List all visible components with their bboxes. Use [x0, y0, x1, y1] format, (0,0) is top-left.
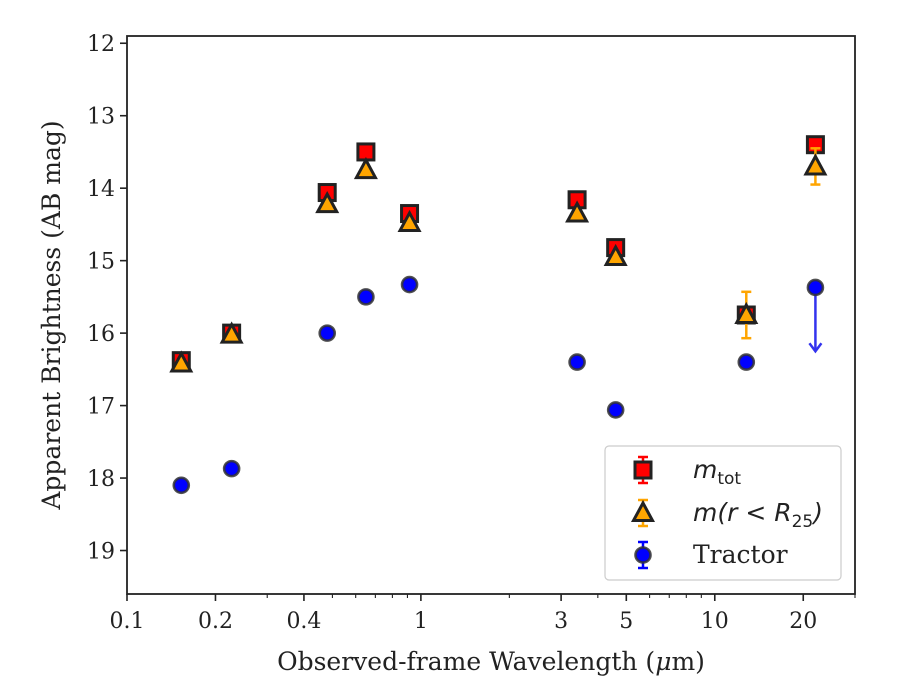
- tractor-point: [806, 278, 825, 297]
- y-tick-label: 12: [87, 32, 115, 57]
- tractor-point: [606, 401, 625, 419]
- mr25-point: [565, 200, 590, 223]
- legend-marker-shape: [633, 460, 653, 480]
- mr25-point: [603, 243, 628, 267]
- legend-box: [604, 445, 842, 581]
- y-tick-label: 14: [87, 177, 115, 202]
- mr25-point: [734, 301, 759, 324]
- tractor-point: [357, 288, 375, 306]
- y-tick-label: 15: [87, 250, 115, 275]
- mr25-point: [397, 209, 422, 232]
- x-tick-label: 5: [619, 609, 633, 634]
- x-axis-title-suffix: m): [671, 647, 704, 676]
- legend-label-mtot-main: m: [693, 455, 717, 484]
- legend-label-mr25-main: m(r < R: [693, 498, 792, 527]
- legend-marker-shape: [634, 546, 652, 564]
- legend-entry-mr25: m(r < R25): [630, 498, 823, 532]
- tractor-upper-limit-arrow: [808, 342, 823, 354]
- tractor-point: [737, 353, 756, 371]
- x-axis-title-symbol: μ: [655, 647, 671, 676]
- x-tick-label: 0.1: [110, 609, 145, 634]
- plot-content: [169, 135, 828, 495]
- mr25-point: [169, 350, 194, 373]
- y-tick-label: 16: [87, 322, 115, 347]
- legend-entry-mtot: mtot: [633, 455, 741, 489]
- legend-label-mtot: mtot: [693, 455, 741, 489]
- legend-marker-mtot: [633, 455, 653, 485]
- mr25-point: [353, 156, 378, 180]
- y-tick-label: 19: [87, 540, 115, 565]
- mr25-point: [315, 190, 340, 214]
- x-tick-label: 10: [701, 609, 729, 634]
- legend-label-tractor: Tractor: [693, 540, 788, 569]
- legend: mtot m(r < R25) Tractor: [604, 445, 842, 581]
- legend-marker-shape: [630, 499, 656, 522]
- y-tick-label: 18: [87, 467, 115, 492]
- tractor-point: [400, 275, 419, 294]
- y-axis-title: Apparent Brightness (AB mag): [37, 120, 66, 510]
- legend-marker-mr25: [630, 498, 656, 528]
- tractor-point: [568, 353, 586, 371]
- tractor-point: [222, 459, 241, 478]
- mr25-point: [803, 153, 828, 176]
- tractor-point: [172, 476, 191, 495]
- x-axis-title: Observed-frame Wavelength (μm): [277, 647, 705, 676]
- series-mr25: [169, 147, 828, 373]
- mr25-point: [219, 321, 244, 344]
- x-tick-label: 20: [789, 609, 817, 634]
- x-tick-label: 0.2: [198, 609, 233, 634]
- legend-label-mtot-sub: tot: [717, 469, 741, 489]
- legend-entry-tractor: Tractor: [634, 540, 788, 570]
- legend-marker-tractor: [634, 540, 652, 570]
- legend-label-mr25: m(r < R25): [693, 498, 823, 532]
- legend-label-mr25-tail: ): [811, 498, 823, 527]
- legend-label-mr25-sub: 25: [792, 512, 814, 532]
- series-tractor: [172, 275, 825, 495]
- y-tick-label: 17: [87, 395, 115, 420]
- tractor-point: [318, 324, 337, 342]
- y-tick-label: 13: [87, 105, 115, 130]
- x-tick-label: 3: [554, 609, 568, 634]
- x-tick-label: 1: [414, 609, 428, 634]
- x-tick-label: 0.4: [286, 609, 321, 634]
- x-axis-title-prefix: Observed-frame Wavelength (: [277, 647, 655, 676]
- major-ticks: [120, 42, 805, 601]
- plot-frame: [126, 35, 856, 595]
